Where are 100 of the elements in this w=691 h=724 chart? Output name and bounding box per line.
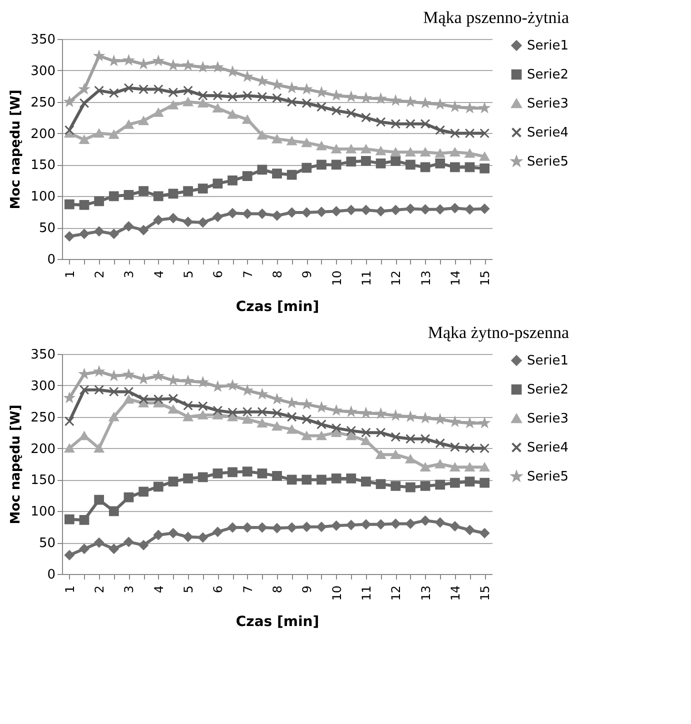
point bbox=[316, 431, 326, 440]
point bbox=[346, 474, 356, 484]
point bbox=[242, 208, 252, 219]
y-tick-label: 300 bbox=[30, 378, 56, 394]
point bbox=[286, 208, 297, 218]
point bbox=[390, 96, 400, 105]
point bbox=[480, 103, 490, 112]
point bbox=[435, 99, 445, 109]
point bbox=[138, 394, 148, 404]
point bbox=[64, 393, 74, 402]
point bbox=[346, 92, 356, 101]
point bbox=[168, 476, 178, 487]
y-tick-label: 250 bbox=[30, 95, 56, 110]
point bbox=[420, 481, 430, 491]
point bbox=[435, 414, 445, 424]
point bbox=[109, 371, 119, 380]
point bbox=[464, 204, 475, 214]
point bbox=[435, 518, 446, 528]
point bbox=[242, 115, 252, 124]
legend-label: Serie3 bbox=[527, 412, 568, 426]
point bbox=[183, 412, 193, 422]
point bbox=[94, 366, 104, 376]
point bbox=[272, 80, 282, 90]
point bbox=[272, 168, 282, 178]
point bbox=[94, 86, 104, 96]
point bbox=[286, 136, 297, 146]
point bbox=[168, 394, 178, 404]
point bbox=[272, 134, 282, 144]
point bbox=[420, 118, 430, 129]
point bbox=[286, 96, 297, 107]
point bbox=[79, 135, 90, 144]
point bbox=[257, 208, 268, 219]
point bbox=[212, 382, 222, 391]
point bbox=[124, 221, 134, 232]
point bbox=[257, 418, 268, 428]
x-tick-label: 15 bbox=[478, 586, 492, 601]
point bbox=[124, 83, 134, 93]
point bbox=[272, 523, 282, 534]
point bbox=[435, 149, 446, 158]
point bbox=[138, 59, 148, 68]
point bbox=[94, 444, 104, 453]
y-tick-label: 50 bbox=[38, 221, 56, 236]
point bbox=[287, 83, 297, 92]
point bbox=[480, 204, 490, 214]
point bbox=[212, 468, 223, 478]
point bbox=[228, 208, 238, 218]
point bbox=[361, 436, 371, 446]
point bbox=[228, 175, 238, 186]
point bbox=[450, 128, 460, 138]
point bbox=[361, 156, 371, 166]
point bbox=[168, 404, 178, 414]
legend-label: Serie1 bbox=[527, 354, 568, 368]
x-tick-label: 9 bbox=[300, 586, 314, 594]
point bbox=[183, 86, 193, 96]
point bbox=[480, 462, 490, 472]
point bbox=[331, 474, 342, 484]
point bbox=[94, 494, 104, 505]
y-tick-label: 0 bbox=[47, 568, 56, 582]
point bbox=[420, 516, 430, 526]
point bbox=[450, 442, 460, 452]
point bbox=[406, 204, 416, 214]
point bbox=[316, 141, 326, 150]
point bbox=[168, 528, 178, 538]
point bbox=[390, 481, 401, 491]
point bbox=[316, 474, 326, 485]
point bbox=[198, 401, 208, 412]
point bbox=[435, 480, 446, 490]
point bbox=[198, 377, 208, 386]
point bbox=[302, 208, 312, 218]
point bbox=[390, 118, 401, 129]
point bbox=[138, 84, 148, 94]
x-tick-label: 9 bbox=[300, 270, 314, 278]
point bbox=[287, 398, 297, 408]
point bbox=[168, 188, 178, 199]
point bbox=[406, 160, 416, 170]
point bbox=[376, 519, 386, 530]
point bbox=[228, 467, 238, 478]
point bbox=[302, 399, 312, 408]
point bbox=[154, 56, 164, 66]
point bbox=[257, 406, 268, 417]
point bbox=[153, 84, 164, 94]
x-tick-label: 3 bbox=[122, 586, 136, 594]
point bbox=[302, 431, 312, 440]
point bbox=[64, 231, 74, 242]
point bbox=[198, 472, 208, 482]
point bbox=[228, 522, 238, 532]
point bbox=[406, 412, 416, 421]
point bbox=[406, 96, 416, 106]
point bbox=[228, 412, 238, 422]
point bbox=[420, 162, 430, 172]
point bbox=[153, 398, 164, 408]
point bbox=[242, 72, 252, 81]
point bbox=[331, 160, 342, 170]
point bbox=[124, 370, 134, 379]
point bbox=[450, 148, 460, 157]
point bbox=[361, 408, 371, 418]
point bbox=[212, 90, 223, 101]
point bbox=[138, 186, 148, 196]
point bbox=[420, 98, 430, 108]
x-tick-label: 7 bbox=[240, 270, 255, 278]
